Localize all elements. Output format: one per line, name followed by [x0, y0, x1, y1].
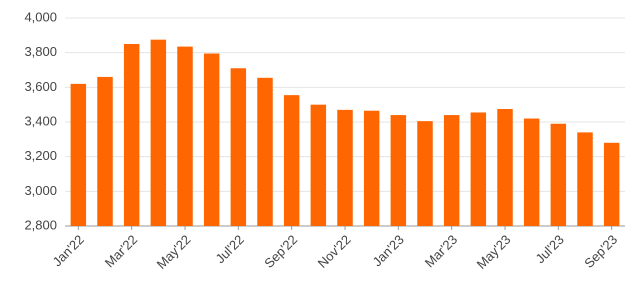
bar	[97, 76, 113, 226]
y-tick-label: 3,400	[24, 113, 57, 128]
bar	[203, 53, 220, 227]
bar	[523, 118, 540, 226]
x-tick-label: Jan'22	[49, 232, 86, 269]
bar	[310, 104, 327, 226]
bar	[177, 46, 193, 226]
y-tick-label: 3,200	[24, 148, 57, 163]
bar	[577, 132, 593, 226]
y-tick-label: 3,600	[24, 79, 57, 94]
bar	[417, 121, 433, 226]
x-tick-label: Nov'22	[315, 232, 354, 271]
bar	[470, 112, 487, 226]
x-tick-label: Sep'22	[261, 232, 300, 271]
bar	[390, 115, 407, 226]
bar	[283, 95, 300, 226]
bar	[150, 39, 167, 226]
bar	[603, 142, 620, 226]
bar	[70, 83, 87, 226]
x-tick-label: Mar'22	[102, 232, 140, 270]
y-tick-label: 2,800	[24, 217, 57, 232]
bar	[230, 68, 247, 227]
bar	[443, 115, 460, 226]
x-tick-label: Sep'23	[581, 232, 620, 271]
x-tick-label: Jan'23	[369, 232, 406, 269]
bar	[123, 44, 140, 226]
bar	[497, 109, 513, 226]
x-tick-label: May'22	[154, 232, 194, 272]
x-tick-label: Jul'23	[533, 232, 567, 266]
bar	[550, 123, 567, 226]
x-tick-label: May'23	[474, 232, 514, 272]
bar	[363, 110, 380, 226]
x-tick-label: Jul'22	[213, 232, 247, 266]
bar	[257, 77, 273, 226]
bar	[337, 109, 353, 226]
x-tick-label: Mar'23	[422, 232, 460, 270]
y-tick-label: 3,800	[24, 44, 57, 59]
y-tick-label: 3,000	[24, 183, 57, 198]
y-tick-label: 4,000	[24, 9, 57, 24]
